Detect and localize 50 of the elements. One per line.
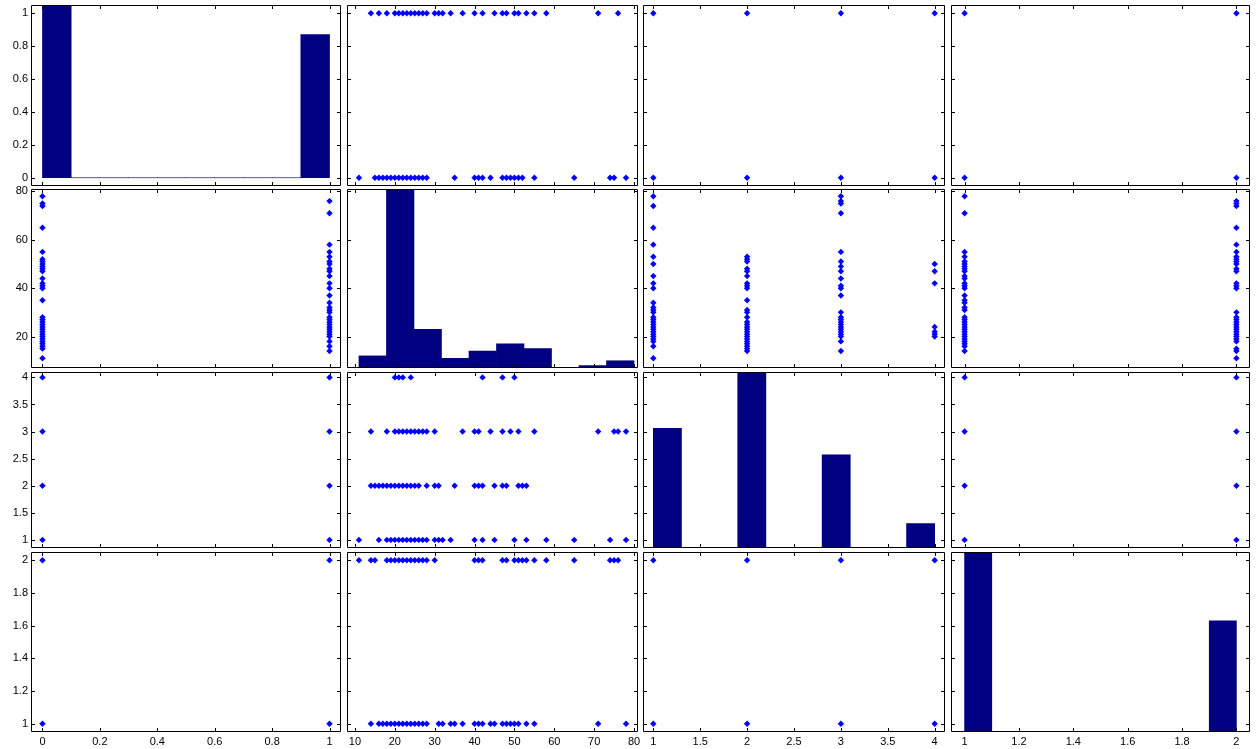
x-tick-label: 1.8 (1174, 734, 1190, 747)
x-tick-label: 1.4 (1065, 734, 1081, 747)
x-tick-label: 1.6 (1120, 734, 1136, 747)
y-tick-label: 3 (21, 424, 28, 437)
x-tick-label: 30 (428, 734, 441, 747)
x-tick-label: 4 (931, 734, 938, 747)
y-tick-label: 0.4 (12, 104, 28, 117)
x-tick-label: 60 (548, 734, 561, 747)
x-tick-label: 1.2 (1011, 734, 1027, 747)
x-tick-label: 3.5 (880, 734, 896, 747)
y-tick-label: 4 (21, 370, 28, 383)
x-tick-label: 0.6 (207, 734, 223, 747)
y-tick-label: 0.2 (12, 137, 28, 150)
x-tick-label: 10 (348, 734, 362, 747)
y-tick-label: 40 (15, 281, 28, 294)
x-tick-label: 80 (627, 734, 641, 747)
x-tick-label: 20 (388, 734, 401, 747)
y-tick-label: 1.2 (12, 684, 28, 697)
y-tick-label: 80 (15, 184, 28, 197)
y-tick-label: 60 (15, 232, 28, 245)
x-tick-label: 2.5 (786, 734, 802, 747)
x-tick-label: 0.4 (149, 734, 165, 747)
y-tick-label: 20 (15, 329, 28, 342)
y-tick-label: 0.6 (12, 72, 28, 85)
x-tick-label: 70 (588, 734, 601, 747)
x-tick-label: 1 (650, 734, 657, 747)
x-tick-label: 2 (1233, 734, 1240, 747)
y-tick-label: 1 (21, 6, 28, 19)
y-tick-label: 1.6 (12, 618, 28, 631)
x-tick-label: 1 (961, 734, 968, 747)
y-tick-label: 0 (21, 170, 28, 183)
x-tick-label: 1.5 (692, 734, 708, 747)
y-tick-label: 2 (21, 478, 28, 491)
x-tick-label: 3 (837, 734, 844, 747)
x-tick-label: 1 (326, 734, 333, 747)
y-tick-label: 1 (21, 716, 28, 729)
y-tick-label: 0.8 (12, 39, 28, 52)
y-tick-label: 2 (21, 553, 28, 566)
x-tick-label: 0 (39, 734, 46, 747)
x-tick-label: 50 (508, 734, 521, 747)
x-tick-label: 40 (468, 734, 481, 747)
y-tick-label: 3.5 (12, 397, 28, 410)
x-tick-label: 0.2 (92, 734, 108, 747)
y-tick-label: 1 (21, 532, 28, 545)
y-tick-label: 1.4 (12, 651, 28, 664)
y-tick-label: 1.5 (12, 505, 28, 518)
x-tick-label: 0.8 (264, 734, 280, 747)
y-tick-label: 2.5 (12, 451, 28, 464)
x-tick-label: 2 (744, 734, 751, 747)
y-tick-label: 1.8 (12, 585, 28, 598)
